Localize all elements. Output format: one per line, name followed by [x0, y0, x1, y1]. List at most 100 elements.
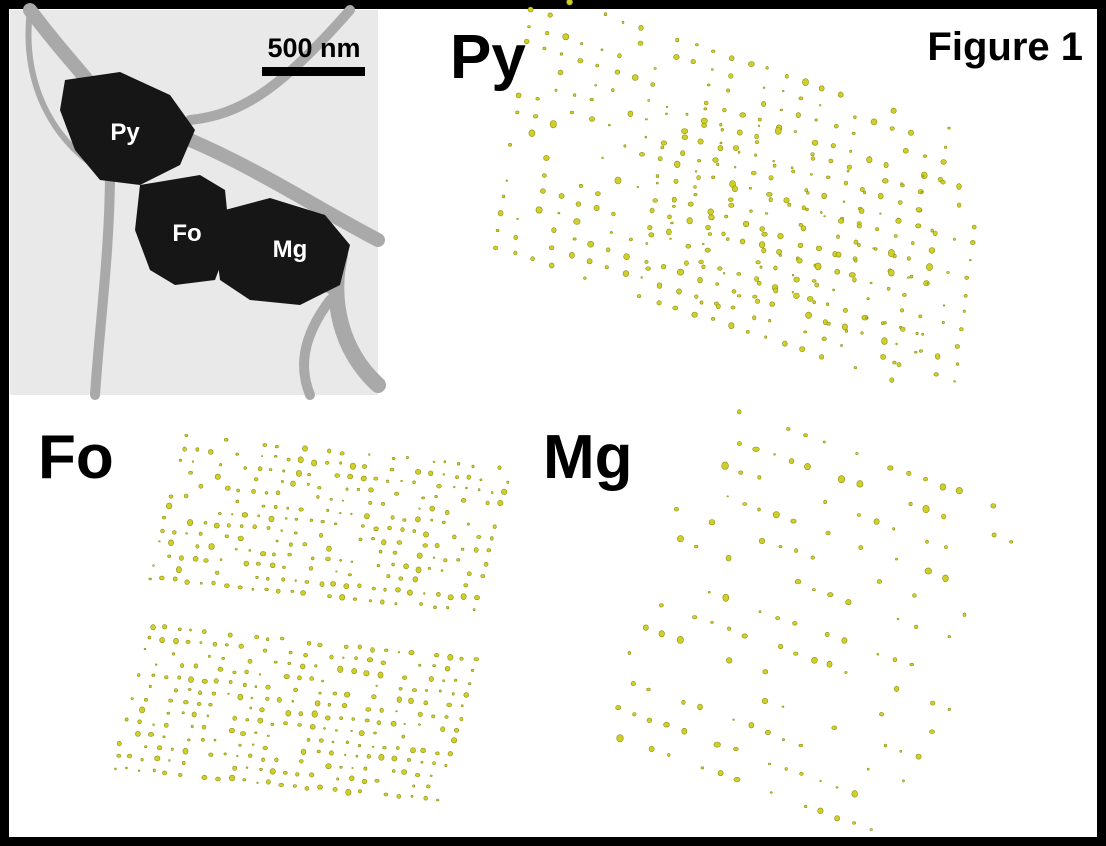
diffraction-spot [381, 502, 384, 505]
diffraction-spot [283, 771, 287, 774]
diffraction-spot [677, 269, 683, 275]
diffraction-spot [822, 193, 827, 199]
diffraction-spot [212, 581, 216, 585]
diffraction-spot [694, 193, 697, 196]
diffraction-spot [318, 643, 323, 647]
diffraction-spot [884, 162, 888, 167]
diffraction-spot [317, 750, 320, 753]
diffraction-spot [333, 692, 337, 695]
diffraction-spot [943, 575, 949, 582]
diffraction-spot [409, 650, 414, 654]
diffraction-spot [691, 59, 696, 63]
diffraction-spot [919, 350, 922, 353]
diffraction-spot [842, 324, 847, 330]
diffraction-spot [637, 186, 639, 187]
diffraction-spot [204, 521, 207, 524]
diffraction-spot [212, 692, 216, 695]
diffraction-spot [857, 514, 860, 517]
diffraction-spot [797, 258, 803, 263]
diffraction-spot [650, 208, 654, 213]
diffraction-spot [384, 649, 388, 652]
diffraction-spot [648, 225, 652, 229]
diffraction-spot [269, 469, 272, 471]
diffraction-spot [478, 489, 480, 491]
diffraction-spot [308, 473, 311, 475]
diffraction-spot [421, 748, 426, 753]
diffraction-spot [328, 703, 331, 706]
diffraction-spot [894, 686, 899, 691]
diffraction-spot [768, 763, 771, 765]
diffraction-spot [238, 694, 243, 700]
diffraction-spot [403, 519, 406, 522]
diffraction-spot [169, 699, 173, 702]
diffraction-spot [474, 595, 479, 599]
diffraction-spot [198, 691, 201, 695]
diffraction-spot [381, 661, 386, 665]
diffraction-spot [722, 232, 726, 236]
diffraction-spot [888, 466, 894, 471]
diffraction-spot [638, 41, 643, 45]
diffraction-spot [379, 550, 382, 553]
diffraction-spot [957, 184, 962, 190]
diffraction-spot [327, 509, 329, 511]
diffraction-spot [794, 652, 799, 655]
diffraction-spot [816, 246, 822, 251]
diffraction-spot [698, 159, 701, 162]
diffraction-spot [144, 746, 147, 748]
diffraction-spot [225, 486, 230, 490]
panel-label: Mg [543, 423, 633, 492]
diffraction-spot [751, 171, 756, 175]
diffraction-spot [723, 594, 729, 601]
diffraction-spot [682, 129, 688, 134]
diffraction-spot [847, 170, 849, 172]
diffraction-spot [711, 317, 715, 320]
diffraction-spot [178, 628, 181, 631]
diffraction-spot [718, 267, 723, 271]
diffraction-spot [806, 208, 809, 211]
diffraction-spot [245, 670, 249, 674]
diffraction-spot [364, 767, 367, 770]
diffraction-spot [737, 272, 741, 275]
diffraction-spot [138, 720, 142, 724]
diffraction-spot [769, 319, 771, 322]
diffraction-spot [777, 249, 782, 254]
diffraction-spot [779, 545, 782, 547]
diffraction-spot [765, 213, 768, 215]
diffraction-spot [193, 556, 198, 561]
diffraction-spot [369, 600, 371, 602]
diffraction-spot [398, 652, 400, 653]
diffraction-spot [849, 273, 855, 278]
diffraction-spot [812, 140, 818, 145]
diffraction-spot [915, 351, 918, 353]
diffraction-spot [930, 701, 935, 705]
diffraction-spot [648, 100, 650, 102]
diffraction-spot [785, 768, 788, 771]
diffraction-spot [759, 242, 765, 248]
diffraction-spot [141, 758, 143, 761]
diffraction-spot [200, 582, 202, 584]
diffraction-spot [722, 462, 729, 470]
diffraction-spot [327, 546, 332, 551]
diffraction-spot [366, 708, 371, 712]
diffraction-spot [295, 580, 297, 582]
diffraction-spot [711, 69, 713, 71]
diffraction-spot [867, 298, 870, 300]
diffraction-spot [298, 724, 302, 727]
diffraction-spot [367, 754, 371, 758]
diffraction-spot [258, 467, 262, 471]
diffraction-spot [183, 447, 187, 451]
diffraction-spot [835, 816, 840, 821]
diffraction-spot [324, 727, 326, 729]
diffraction-spot [348, 574, 351, 576]
diffraction-spot [297, 676, 301, 680]
diffraction-spot [263, 443, 267, 446]
diffraction-spot [467, 475, 471, 479]
diffraction-spot [340, 462, 342, 465]
diffraction-spot [804, 805, 807, 808]
diffraction-spot [447, 703, 452, 707]
diffraction-spot [441, 727, 445, 732]
diffraction-spot [418, 724, 420, 726]
diffraction-spot [624, 254, 630, 260]
diffraction-spot [224, 584, 229, 588]
diffraction-spot [702, 265, 706, 269]
